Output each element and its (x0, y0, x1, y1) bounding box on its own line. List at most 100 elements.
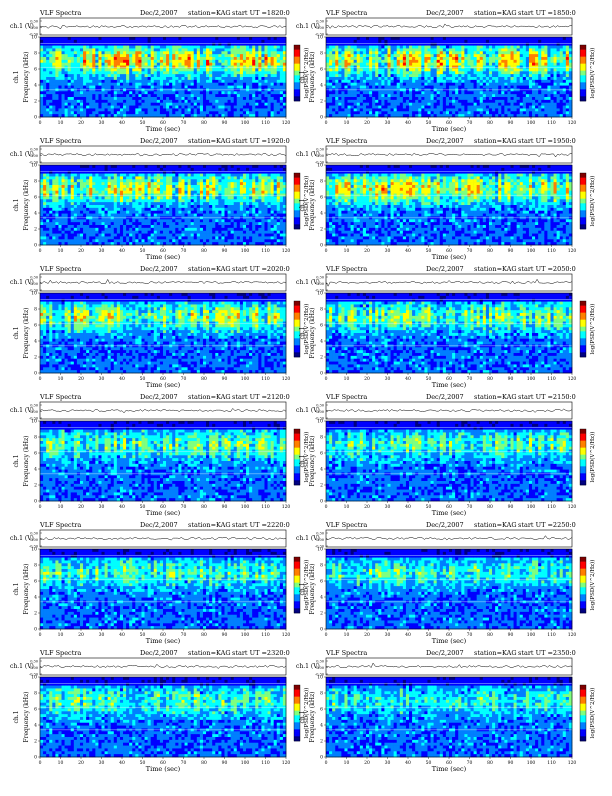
spectrogram-cell (65, 97, 68, 100)
spectrogram-cell (83, 63, 86, 66)
spectrogram-cell (55, 46, 58, 49)
spectrogram-cell (65, 48, 68, 51)
spectrogram-cell (120, 100, 123, 103)
spectrogram-cell (163, 54, 166, 57)
spectrogram-cell (77, 80, 80, 83)
spectrogram-cell (95, 68, 98, 71)
spectrogram-cell (111, 108, 114, 111)
spectrogram-cell (181, 37, 184, 40)
spectrogram-cell (148, 91, 151, 94)
spectrogram-cell (194, 57, 197, 60)
spectrogram-cell (52, 103, 55, 106)
spectrogram-cell (71, 57, 74, 60)
spectrogram-cell (105, 94, 108, 97)
spectrogram-cell (92, 80, 95, 83)
spectrogram-cell (111, 94, 114, 97)
spectrogram-cell (145, 108, 148, 111)
spectrogram-cell (178, 100, 181, 103)
spectrogram-cell (123, 100, 126, 103)
spectrogram-cell (138, 48, 141, 51)
spectrogram-cell (175, 91, 178, 94)
spectrogram-cell (111, 63, 114, 66)
spectrogram-cell (154, 111, 157, 114)
spectrogram-cell (163, 83, 166, 86)
spectrogram-cell (86, 80, 89, 83)
spectrogram-cell (126, 71, 129, 74)
spectrogram-cell (83, 46, 86, 49)
spectrogram-cell (108, 94, 111, 97)
spectrogram-cell (83, 51, 86, 54)
spectrogram-cell (105, 68, 108, 71)
spectrogram-cell (200, 40, 203, 43)
spectrogram-cell (197, 111, 200, 114)
spectrogram-cell (135, 103, 138, 106)
spectrogram-cell (194, 103, 197, 106)
spectrogram-cell (129, 108, 132, 111)
spectrogram-cell (141, 46, 144, 49)
spectrogram-cell (71, 83, 74, 86)
spectrogram-cell (154, 106, 157, 109)
spectrogram-cell (77, 111, 80, 114)
spectrogram-cell (46, 74, 49, 77)
spectrogram-cell (92, 108, 95, 111)
spectrogram-cell (117, 74, 120, 77)
spectrogram-cell (145, 46, 148, 49)
spectrogram-cell (49, 97, 52, 100)
spectrogram-cell (145, 94, 148, 97)
spectrogram-cell (160, 40, 163, 43)
spectrogram-cell (194, 51, 197, 54)
spectrogram-cell (178, 103, 181, 106)
spectrogram-cell (132, 46, 135, 49)
spectrogram-cell (203, 57, 206, 60)
spectrogram-cell (89, 71, 92, 74)
spectrogram-cell (123, 108, 126, 111)
spectrogram-cell (52, 51, 55, 54)
spectrogram-cell (132, 80, 135, 83)
spectrogram-cell (89, 63, 92, 66)
spectrogram-cell (120, 48, 123, 51)
spectrogram-cell (71, 51, 74, 54)
spectrogram-cell (188, 77, 191, 80)
spectrogram-cell (123, 51, 126, 54)
spectrogram-cell (55, 103, 58, 106)
spectrogram-cell (52, 80, 55, 83)
spectrogram-cell (200, 111, 203, 114)
spectrogram-cell (80, 57, 83, 60)
spectrogram-cell (105, 97, 108, 100)
spectrogram-cell (102, 57, 105, 60)
spectrogram-cell (40, 77, 43, 80)
spectrogram-cell (92, 68, 95, 71)
spectrogram-cell (191, 103, 194, 106)
spectrogram-cell (181, 46, 184, 49)
spectrogram-cell (114, 97, 117, 100)
spectrogram-cell (114, 77, 117, 80)
spectrogram-cell (200, 57, 203, 60)
spectrogram-cell (89, 97, 92, 100)
spectrogram-cell (62, 46, 65, 49)
spectrogram-cell (191, 80, 194, 83)
spectrogram-cell (148, 111, 151, 114)
spectrogram-cell (191, 108, 194, 111)
spectrogram-cell (111, 57, 114, 60)
spectrogram-cell (191, 63, 194, 66)
spectrogram-cell (178, 40, 181, 43)
spectrogram-cell (68, 108, 71, 111)
spectrogram-cell (200, 46, 203, 49)
spectrogram-cell (169, 48, 172, 51)
spectrogram-cell (191, 97, 194, 100)
spectrogram-cell (175, 80, 178, 83)
spectrogram-cell (108, 97, 111, 100)
spectrogram-cell (172, 46, 175, 49)
spectrogram-cell (157, 94, 160, 97)
spectrogram-cell (178, 57, 181, 60)
spectrogram-cell (138, 83, 141, 86)
spectrogram-cell (52, 108, 55, 111)
spectrogram-cell (46, 46, 49, 49)
spectrogram-cell (71, 103, 74, 106)
spectrogram-cell (132, 77, 135, 80)
spectrogram-cell (172, 63, 175, 66)
spectrogram-cell (203, 40, 206, 43)
spectrogram-cell (200, 68, 203, 71)
spectrogram-cell (83, 94, 86, 97)
spectrogram-cell (129, 37, 132, 40)
